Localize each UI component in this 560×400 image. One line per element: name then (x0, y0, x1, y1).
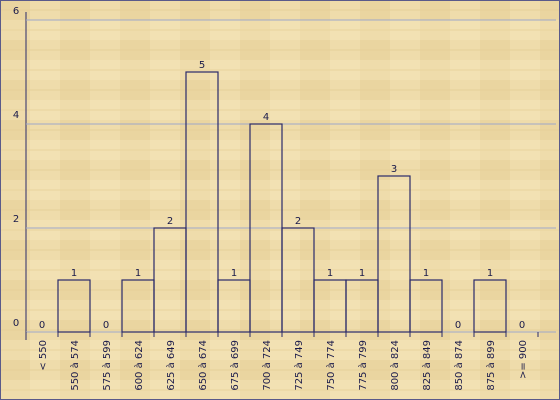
value-label: 0 (455, 320, 461, 331)
x-tick-label: 800 à 824 (389, 340, 401, 391)
value-label: 0 (519, 320, 525, 331)
y-tick-label: 6 (13, 6, 19, 17)
value-label: 4 (263, 112, 269, 123)
x-tick-label: 875 à 899 (485, 340, 497, 391)
y-tick-label: 4 (13, 110, 19, 121)
bar (377, 175, 411, 333)
x-tick-label: 650 à 674 (197, 340, 209, 391)
x-tick-label: 850 à 874 (453, 340, 465, 391)
x-tick-label: < 550 (38, 340, 49, 371)
value-label: 3 (391, 164, 397, 175)
value-label: 5 (199, 60, 205, 71)
bar (473, 279, 507, 333)
y-tick-label: 0 (13, 318, 19, 329)
value-label: 1 (423, 268, 429, 279)
value-label: 0 (39, 320, 45, 331)
y-tick-label: 2 (13, 214, 19, 225)
x-tick-label: 700 à 724 (261, 340, 273, 391)
bar (57, 279, 91, 333)
value-label: 1 (71, 268, 77, 279)
x-tick-label: 825 à 849 (421, 340, 433, 391)
x-tick-label: 775 à 799 (357, 340, 369, 391)
value-label: 1 (487, 268, 493, 279)
x-tick-label: 750 à 774 (325, 340, 337, 391)
x-tick-label: 675 à 699 (229, 340, 241, 391)
x-tick-label: 725 à 749 (293, 340, 305, 391)
x-tick-label: >= 900 (518, 340, 529, 379)
value-label: 1 (327, 268, 333, 279)
value-label: 2 (167, 216, 173, 227)
bar (409, 279, 443, 333)
x-tick-label: 550 à 574 (69, 340, 81, 391)
value-label: 1 (231, 268, 237, 279)
x-tick-label: 600 à 624 (133, 340, 145, 391)
value-label: 2 (295, 216, 301, 227)
value-label: 1 (359, 268, 365, 279)
x-tick-label: 625 à 649 (165, 340, 177, 391)
bar (185, 71, 219, 333)
value-label: 1 (135, 268, 141, 279)
x-tick-label: 575 à 599 (101, 340, 113, 391)
value-label: 0 (103, 320, 109, 331)
